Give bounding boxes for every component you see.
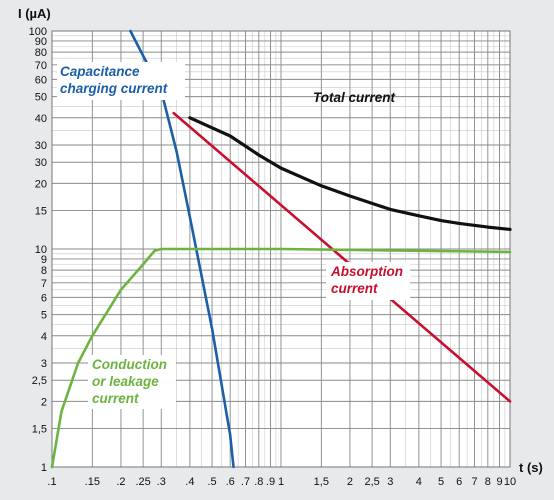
y-tick-label: 8 xyxy=(41,265,47,277)
x-tick-label: 9 xyxy=(496,476,502,488)
x-tick-label: 4 xyxy=(416,476,422,488)
label-background xyxy=(326,262,410,300)
x-tick-label: .5 xyxy=(207,476,216,488)
y-tick-label: 30 xyxy=(35,157,47,169)
x-tick-label: .2 xyxy=(116,476,125,488)
x-tick-label: 1,5 xyxy=(314,476,329,488)
y-tick-label: 15 xyxy=(35,206,47,218)
y-tick-label: 40 xyxy=(35,113,47,125)
y-tick-label: 10 xyxy=(35,244,47,256)
y-axis-label: I (µA) xyxy=(18,6,51,21)
series-line-3 xyxy=(50,247,512,469)
x-tick-label: 6 xyxy=(456,476,462,488)
y-tick-label: 1,5 xyxy=(32,424,47,436)
y-tick-label: 2 xyxy=(41,396,47,408)
x-tick-label: .9 xyxy=(266,476,275,488)
x-tick-label: .4 xyxy=(185,476,194,488)
y-tick-label: 70 xyxy=(35,60,47,72)
y-tick-label: 80 xyxy=(35,47,47,59)
y-tick-label: 3 xyxy=(41,358,47,370)
x-tick-label: 10 xyxy=(504,476,516,488)
series-label-3: Conduction or leakage current xyxy=(92,357,171,406)
y-tick-label: 4 xyxy=(41,331,47,343)
series-labels: Capacitance charging current Total curren… xyxy=(57,62,410,409)
y-tick-label: 50 xyxy=(35,92,47,104)
x-tick-label: .6 xyxy=(226,476,235,488)
y-tick-label: 60 xyxy=(35,74,47,86)
x-tick-label: .25 xyxy=(135,476,150,488)
x-tick-label: 1 xyxy=(278,476,284,488)
x-tick-label: 7 xyxy=(471,476,477,488)
x-tick-label: .7 xyxy=(241,476,250,488)
x-tick-label: 2,5 xyxy=(364,476,379,488)
y-tick-label: 20 xyxy=(35,178,47,190)
x-tick-label: 5 xyxy=(438,476,444,488)
x-tick-label: .8 xyxy=(254,476,263,488)
series-line-1 xyxy=(188,116,512,231)
y-tick-label: 6 xyxy=(41,292,47,304)
series-label-1: Total current xyxy=(313,90,396,105)
series-line-2 xyxy=(172,111,512,403)
x-tick-label: .1 xyxy=(47,476,56,488)
series-label-0: Capacitance charging current xyxy=(60,64,168,96)
y-tick-label: 9 xyxy=(41,254,47,266)
y-tick-label: 1 xyxy=(41,462,47,474)
label-background xyxy=(88,355,176,409)
y-tick-label: 2,5 xyxy=(32,375,47,387)
x-tick-label: 2 xyxy=(347,476,353,488)
y-tick-label: 7 xyxy=(41,278,47,290)
y-tick-label: 100 xyxy=(29,26,47,38)
x-tick-label: 3 xyxy=(387,476,393,488)
y-tick-label: 5 xyxy=(41,310,47,322)
x-tick-label: 8 xyxy=(485,476,491,488)
y-tick-label: 30 xyxy=(35,140,47,152)
series-label-2: Absorption current xyxy=(330,264,407,296)
x-tick-label: .15 xyxy=(85,476,100,488)
label-background xyxy=(57,62,185,100)
x-axis-label: t (s) xyxy=(519,460,543,475)
x-tick-labels: .1 .15 .2 .25 .3 .4 .5 .6 .7 .8.9 1 1,5 2 2,5 3 4 5 6 7 8 9 1… xyxy=(47,476,516,488)
plot-frame xyxy=(51,30,511,468)
y-tick-label: 90 xyxy=(35,36,47,48)
x-tick-label: .3 xyxy=(157,476,166,488)
